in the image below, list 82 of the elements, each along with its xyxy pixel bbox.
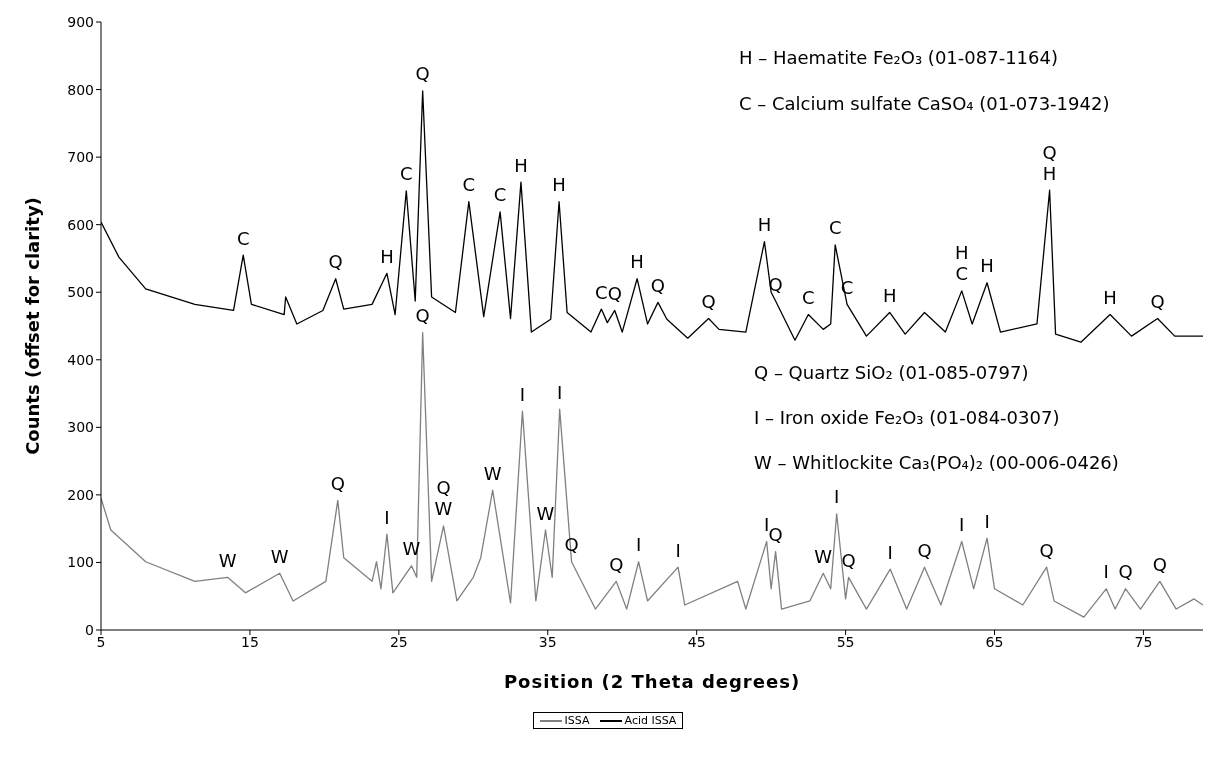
- y-tick-label: 200: [67, 486, 94, 503]
- annotation: H: [380, 245, 394, 267]
- x-tick-label: 15: [241, 633, 259, 650]
- x-tick-label: 75: [1134, 633, 1153, 650]
- annotation: I: [834, 486, 840, 508]
- annotation: Q: [1118, 561, 1133, 583]
- x-tick-label: 65: [985, 633, 1004, 650]
- annotation: W: [483, 462, 502, 484]
- annotation: C: [802, 287, 815, 309]
- annotation: I: [519, 383, 526, 405]
- annotation: H: [757, 214, 772, 236]
- annotation: H: [630, 251, 644, 273]
- annotation: W: [218, 549, 237, 571]
- line-series: [101, 332, 1203, 618]
- annotation: H: [514, 154, 528, 176]
- annotation: C – Calcium sulfate CaSO₄ (01-073-1942): [739, 93, 1110, 114]
- annotation: H: [980, 255, 994, 277]
- annotation: C: [462, 174, 476, 196]
- x-tick-label: 45: [687, 633, 706, 650]
- annotation: Q: [607, 282, 622, 304]
- y-tick-label: 600: [67, 216, 94, 233]
- y-tick-label: 500: [67, 284, 94, 301]
- annotation: I: [557, 381, 563, 403]
- annotation: W: [402, 538, 421, 560]
- y-tick-label: 300: [67, 419, 94, 436]
- annotation: C: [493, 184, 507, 206]
- y-tick-label: 100: [67, 554, 94, 571]
- y-tick-label: 800: [67, 81, 94, 98]
- annotation: Q: [564, 534, 579, 556]
- y-axis-title: Counts (offset for clarity): [22, 197, 44, 455]
- y-tick-label: 900: [67, 13, 94, 30]
- annotation: Q: [1150, 291, 1165, 313]
- legend-label: ISSA: [563, 714, 590, 727]
- x-tick-label: 35: [538, 633, 557, 650]
- annotation: Q: [415, 305, 430, 327]
- x-tick-label: 25: [389, 633, 408, 650]
- annotation: C: [236, 227, 250, 249]
- annotation: Q – Quartz SiO₂ (01-085-0797): [754, 362, 1029, 383]
- annotation: W – Whitlockite Ca₃(PO₄)₂ (00-006-0426): [754, 452, 1119, 473]
- annotation: I: [1103, 561, 1109, 583]
- annotation: C: [955, 263, 969, 285]
- annotation: H: [882, 284, 897, 306]
- annotation: C: [399, 163, 413, 185]
- annotation: Q: [841, 549, 856, 571]
- annotation: Q: [1152, 553, 1167, 575]
- annotation: H: [1042, 162, 1057, 184]
- annotation: Q: [1042, 141, 1057, 163]
- annotation: I: [635, 534, 642, 556]
- annotation: Q: [328, 251, 343, 273]
- y-tick-label: 400: [67, 351, 94, 368]
- annotation: W: [814, 545, 833, 567]
- x-axis-title: Position (2 Theta degrees): [503, 671, 801, 692]
- annotation: H: [552, 174, 566, 196]
- annotation: W: [270, 545, 289, 567]
- annotation: Q: [701, 291, 716, 313]
- annotation: Q: [415, 63, 430, 85]
- legend-label: Acid ISSA: [623, 714, 677, 727]
- annotation: Q: [768, 524, 783, 546]
- y-tick-label: 0: [85, 621, 94, 638]
- annotation: Q: [917, 539, 932, 561]
- annotation: Q: [650, 274, 666, 296]
- annotation: W: [536, 502, 555, 524]
- annotation: Q: [1039, 539, 1054, 561]
- annotation: I: [984, 510, 990, 532]
- annotation: H: [1103, 287, 1117, 309]
- x-tick-label: 55: [836, 633, 855, 650]
- annotation: Q: [330, 472, 345, 494]
- y-tick-label: 700: [67, 149, 94, 166]
- annotation: C: [828, 217, 842, 239]
- annotation: I: [887, 541, 893, 563]
- annotation: H – Haematite Fe₂O₃ (01-087-1164): [739, 47, 1058, 68]
- annotation: Q: [436, 477, 451, 499]
- annotation: I: [764, 514, 770, 535]
- annotation: I: [384, 506, 390, 528]
- annotation: W: [434, 498, 453, 520]
- annotation: I: [959, 514, 965, 535]
- annotation: H: [954, 242, 969, 264]
- annotation: Q: [609, 553, 624, 575]
- annotation: C: [595, 281, 608, 303]
- annotation: I: [675, 539, 681, 561]
- x-tick-label: 5: [96, 633, 106, 650]
- annotation: I – Iron oxide Fe₂O₃ (01-084-0307): [754, 407, 1060, 428]
